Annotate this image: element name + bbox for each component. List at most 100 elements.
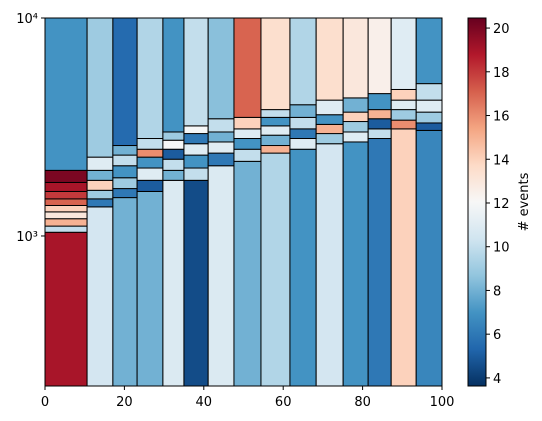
cell	[260, 145, 291, 154]
cell	[112, 154, 138, 167]
cell	[136, 148, 164, 158]
cell	[415, 83, 443, 101]
x-tick-label: 40	[196, 395, 213, 410]
colorbar-tick-label: 16	[493, 110, 510, 125]
cell	[367, 93, 392, 111]
cell	[86, 169, 114, 181]
cell	[86, 156, 114, 171]
cell	[342, 131, 369, 143]
cells	[44, 17, 443, 387]
cell	[342, 111, 369, 123]
x-tick-label: 60	[275, 395, 292, 410]
cell	[233, 128, 262, 140]
cell	[233, 116, 262, 130]
cell	[367, 128, 392, 140]
cell	[112, 197, 138, 387]
cell	[136, 179, 164, 192]
cell	[183, 143, 209, 156]
cell	[289, 104, 317, 118]
x-tick-label: 0	[41, 395, 49, 410]
cell	[207, 152, 235, 167]
colorbar-tick-label: 18	[493, 66, 510, 81]
colorbar-tick-label: 4	[493, 372, 501, 387]
cell	[162, 148, 185, 160]
cell	[342, 97, 369, 113]
cell	[112, 17, 138, 147]
cell	[342, 121, 369, 133]
cell	[112, 145, 138, 156]
cell	[162, 139, 185, 150]
cell	[289, 138, 317, 150]
cell	[136, 138, 164, 150]
cell	[112, 165, 138, 179]
cell	[183, 133, 209, 145]
colorbar-tick-label: 12	[493, 197, 510, 212]
cell	[162, 17, 185, 133]
colorbar-tick-label: 20	[493, 22, 510, 37]
cell	[367, 109, 392, 120]
cell	[162, 131, 185, 141]
cell	[260, 116, 291, 127]
cell	[233, 160, 262, 387]
cell	[86, 206, 114, 387]
cell	[44, 218, 88, 227]
x-tick-label: 80	[354, 395, 371, 410]
cell	[415, 129, 443, 387]
colorbar-tick-label: 8	[493, 284, 501, 299]
x-tick-label: 100	[430, 395, 455, 410]
cell	[390, 119, 417, 130]
cell	[183, 17, 209, 127]
cell	[315, 17, 344, 101]
cell	[162, 158, 185, 171]
cell	[315, 114, 344, 125]
cell	[44, 169, 88, 183]
cell	[415, 17, 443, 85]
cell	[112, 177, 138, 190]
cell	[183, 125, 209, 135]
cell	[136, 156, 164, 169]
x-tick-label: 20	[116, 395, 133, 410]
cell	[44, 225, 88, 233]
cell	[260, 152, 291, 387]
cell	[207, 118, 235, 133]
cell	[44, 211, 88, 220]
cell	[183, 154, 209, 169]
cell	[44, 204, 88, 213]
cell	[289, 17, 317, 106]
cell	[260, 17, 291, 111]
cell	[86, 17, 114, 158]
cell	[260, 109, 291, 118]
cell	[136, 190, 164, 387]
colorbar-tick-label: 6	[493, 328, 501, 343]
cell	[44, 17, 88, 171]
cell	[136, 167, 164, 181]
cell	[207, 141, 235, 154]
cell	[136, 17, 164, 140]
cell	[86, 189, 114, 200]
y-tick-label: 10³	[16, 230, 38, 245]
cell	[86, 179, 114, 191]
cell	[315, 123, 344, 135]
colorbar-tick-label: 10	[493, 241, 510, 256]
cell	[233, 17, 262, 118]
cell	[315, 99, 344, 116]
cell	[367, 138, 392, 387]
cell	[260, 134, 291, 147]
cell	[390, 109, 417, 121]
cell	[367, 17, 392, 95]
cell	[162, 169, 185, 181]
cell	[86, 198, 114, 208]
colorbar-label: # events	[517, 172, 532, 231]
cell	[415, 111, 443, 124]
y-tick-label: 10⁴	[16, 12, 38, 27]
cell	[207, 165, 235, 387]
cell	[44, 190, 88, 200]
cell	[342, 17, 369, 99]
cell	[390, 128, 417, 387]
cell	[415, 122, 443, 131]
cell	[162, 179, 185, 387]
cell	[183, 167, 209, 181]
cell	[289, 128, 317, 140]
cell	[390, 17, 417, 90]
